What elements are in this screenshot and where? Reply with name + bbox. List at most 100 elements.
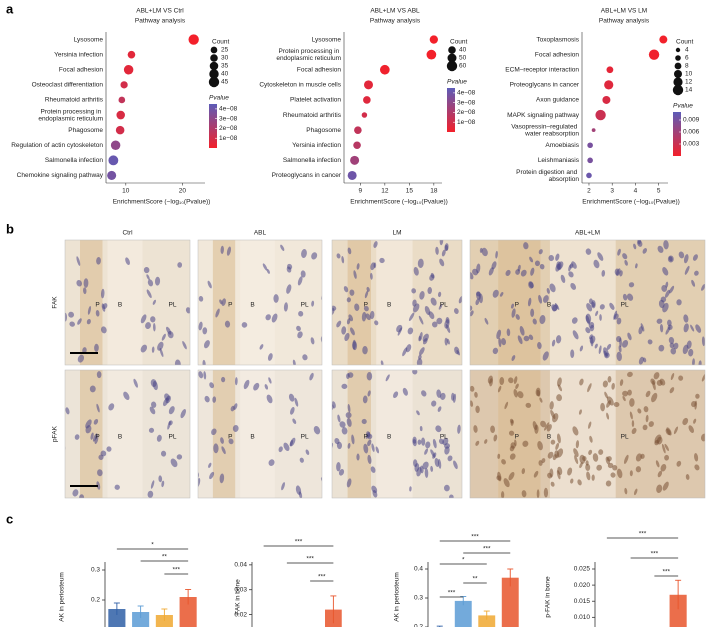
nucleus xyxy=(341,256,345,264)
nucleus xyxy=(373,241,378,248)
nucleus xyxy=(682,417,689,426)
nucleus xyxy=(534,260,540,267)
nucleus xyxy=(349,289,355,296)
nucleus xyxy=(613,401,620,408)
nucleus xyxy=(352,339,356,350)
nucleus xyxy=(347,442,351,449)
nucleus xyxy=(446,338,450,345)
nucleus xyxy=(326,379,330,386)
nucleus xyxy=(412,303,420,313)
x-tick-label: 12 xyxy=(381,188,389,195)
nucleus xyxy=(431,321,438,328)
nucleus xyxy=(419,291,425,300)
nucleus xyxy=(673,426,679,435)
nucleus xyxy=(658,299,665,309)
nucleus xyxy=(286,284,292,294)
region-label: B xyxy=(118,433,122,440)
nucleus xyxy=(432,452,437,459)
nucleus xyxy=(470,310,474,317)
nucleus xyxy=(375,446,380,454)
nucleus xyxy=(354,303,360,312)
nucleus xyxy=(86,318,91,325)
nucleus xyxy=(170,458,178,468)
dot xyxy=(361,112,368,118)
nucleus xyxy=(221,446,226,455)
nucleus xyxy=(555,335,562,344)
nucleus xyxy=(686,340,692,349)
nucleus xyxy=(653,372,660,380)
nucleus xyxy=(442,437,449,446)
y-axis-label: AK in periosteum xyxy=(394,572,401,622)
nucleus xyxy=(624,259,628,266)
nucleus xyxy=(506,328,511,337)
nucleus xyxy=(407,327,414,335)
nucleus xyxy=(230,405,235,412)
x-axis-label: EnrichmentScore (−log₁₀(Pvalue)) xyxy=(350,199,448,206)
nucleus xyxy=(96,403,100,413)
color-tick-label: 0.003 xyxy=(683,141,700,148)
nucleus xyxy=(530,267,535,276)
bars xyxy=(325,595,342,627)
nucleus xyxy=(579,345,584,352)
nucleus xyxy=(166,326,172,335)
region-label: B xyxy=(547,433,551,440)
micrograph xyxy=(332,240,462,365)
nucleus xyxy=(695,393,700,399)
nucleus xyxy=(543,422,550,431)
region-label: P xyxy=(228,302,232,309)
category-label: Proteoglycans in cancer xyxy=(272,172,342,179)
nucleus xyxy=(606,343,612,350)
nucleus xyxy=(599,314,602,321)
region-label: B xyxy=(250,302,254,309)
periosteum-band xyxy=(498,240,541,365)
nucleus xyxy=(499,376,505,386)
nucleus xyxy=(94,343,99,352)
periosteum-band xyxy=(212,370,236,498)
region-label: B xyxy=(387,433,391,440)
color-tick-label: 2e−08 xyxy=(457,109,476,116)
dot xyxy=(107,170,117,180)
nucleus xyxy=(417,439,422,445)
nucleus xyxy=(588,421,592,429)
nucleus xyxy=(147,490,154,498)
nucleus xyxy=(365,313,371,321)
nucleus xyxy=(673,342,679,350)
bone-band xyxy=(549,370,616,498)
nucleus xyxy=(370,272,373,280)
nucleus xyxy=(713,373,719,383)
size-legend-label: 50 xyxy=(459,55,467,62)
dot xyxy=(604,80,614,90)
nucleus xyxy=(266,268,270,274)
significance-label: * xyxy=(462,557,465,564)
dot xyxy=(353,141,361,150)
size-legend-dot xyxy=(675,55,681,61)
x-tick-label: 10 xyxy=(122,188,130,195)
nucleus xyxy=(146,274,150,281)
nucleus xyxy=(669,285,675,294)
nucleus xyxy=(549,283,556,293)
category-label: Focal adhesion xyxy=(535,51,579,58)
nucleus xyxy=(145,322,151,330)
nucleus xyxy=(436,317,443,325)
nucleus xyxy=(79,494,85,498)
nucleus xyxy=(504,401,509,410)
bone-band xyxy=(376,370,413,498)
nucleus xyxy=(605,456,611,465)
dot xyxy=(426,49,437,60)
nucleus xyxy=(341,383,348,389)
nucleus xyxy=(690,324,695,332)
nucleus xyxy=(629,411,633,420)
nucleus xyxy=(338,469,345,476)
nucleus xyxy=(405,344,412,353)
y-tick-label: 0.04 xyxy=(234,562,247,569)
region-label: PL xyxy=(169,433,177,440)
nucleus xyxy=(684,265,690,275)
nucleus xyxy=(694,453,699,462)
nucleus xyxy=(517,335,523,345)
nucleus xyxy=(585,460,589,466)
nucleus xyxy=(599,304,605,310)
category-label: Proteoglycans in cancer xyxy=(510,82,580,89)
y-axis-label: p-FAK in bone xyxy=(545,576,552,618)
dot xyxy=(123,65,134,75)
category-label: Salmonella infection xyxy=(45,157,104,164)
